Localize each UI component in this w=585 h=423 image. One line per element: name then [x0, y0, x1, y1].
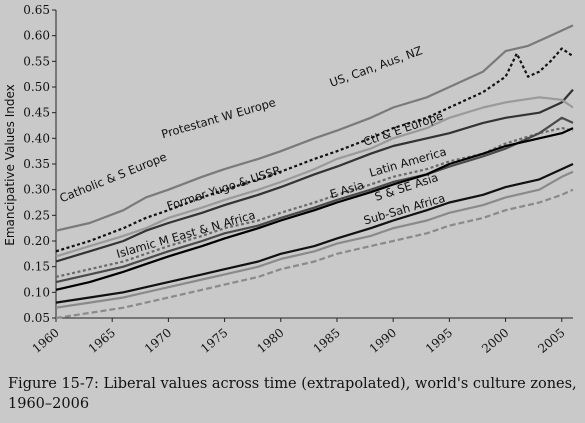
series-line-former-yugo-ussr: [55, 127, 574, 278]
x-tick-label: 1975: [198, 326, 230, 356]
y-tick-label: 0.35: [23, 157, 50, 171]
y-axis-label: Emancipative Values Index: [3, 84, 17, 246]
x-tick-label: 1960: [30, 326, 62, 356]
series-labels: Protestant W Europe US, Can, Aus, NZ Catho…: [57, 43, 447, 261]
y-tick-label: 0.60: [23, 29, 50, 43]
y-tick-label: 0.15: [23, 260, 50, 274]
y-tick-label: 0.25: [23, 208, 50, 222]
series-line-islamic-m-east-n-africa: [55, 188, 574, 320]
x-tick-label: 1995: [423, 326, 455, 356]
x-tick-label: 1980: [254, 326, 286, 356]
y-tick-label: 0.55: [23, 54, 50, 68]
x-tick-label: 2005: [535, 326, 567, 356]
x-tick-label: 1970: [142, 326, 174, 356]
series-line-sub-sah-africa: [55, 170, 574, 309]
y-tick-label: 0.30: [23, 183, 50, 197]
series-line-e-asia: [55, 127, 574, 291]
series-line-ctl-e-europe: [55, 96, 574, 258]
y-tick-label: 0.65: [23, 3, 50, 17]
series-line-s-se-asia: [55, 162, 574, 304]
y-tick-label: 0.50: [23, 80, 50, 94]
x-tick-label: 1990: [367, 326, 399, 356]
figure-caption: Figure 15-7: Liberal values across time …: [8, 376, 577, 412]
series-label: US, Can, Aus, NZ: [328, 43, 425, 90]
x-tick-label: 1985: [311, 326, 343, 356]
x-tick-label: 2000: [479, 326, 511, 356]
y-tick-label: 0.20: [23, 234, 50, 248]
series-label: Catholic & S Europe: [57, 149, 168, 205]
y-tick-label: 0.40: [23, 131, 50, 145]
series-line-latin-america: [55, 116, 574, 284]
line-chart: 0.05 0.10 0.15 0.20 0.25 0.30 0.35 0.40 0.45 0.50…: [3, 3, 574, 356]
y-tick-label: 0.10: [23, 285, 50, 299]
y-tick-label: 0.45: [23, 106, 50, 120]
x-tick-label: 1965: [86, 326, 118, 356]
series-lines: [55, 24, 574, 320]
series-line-catholic-s-europe: [55, 88, 574, 263]
series-line-protestant-w-europe: [55, 24, 574, 232]
series-label: Protestant W Europe: [160, 95, 278, 141]
y-tick-label: 0.05: [23, 311, 50, 325]
series-line-us-can-aus-nz: [55, 47, 574, 253]
